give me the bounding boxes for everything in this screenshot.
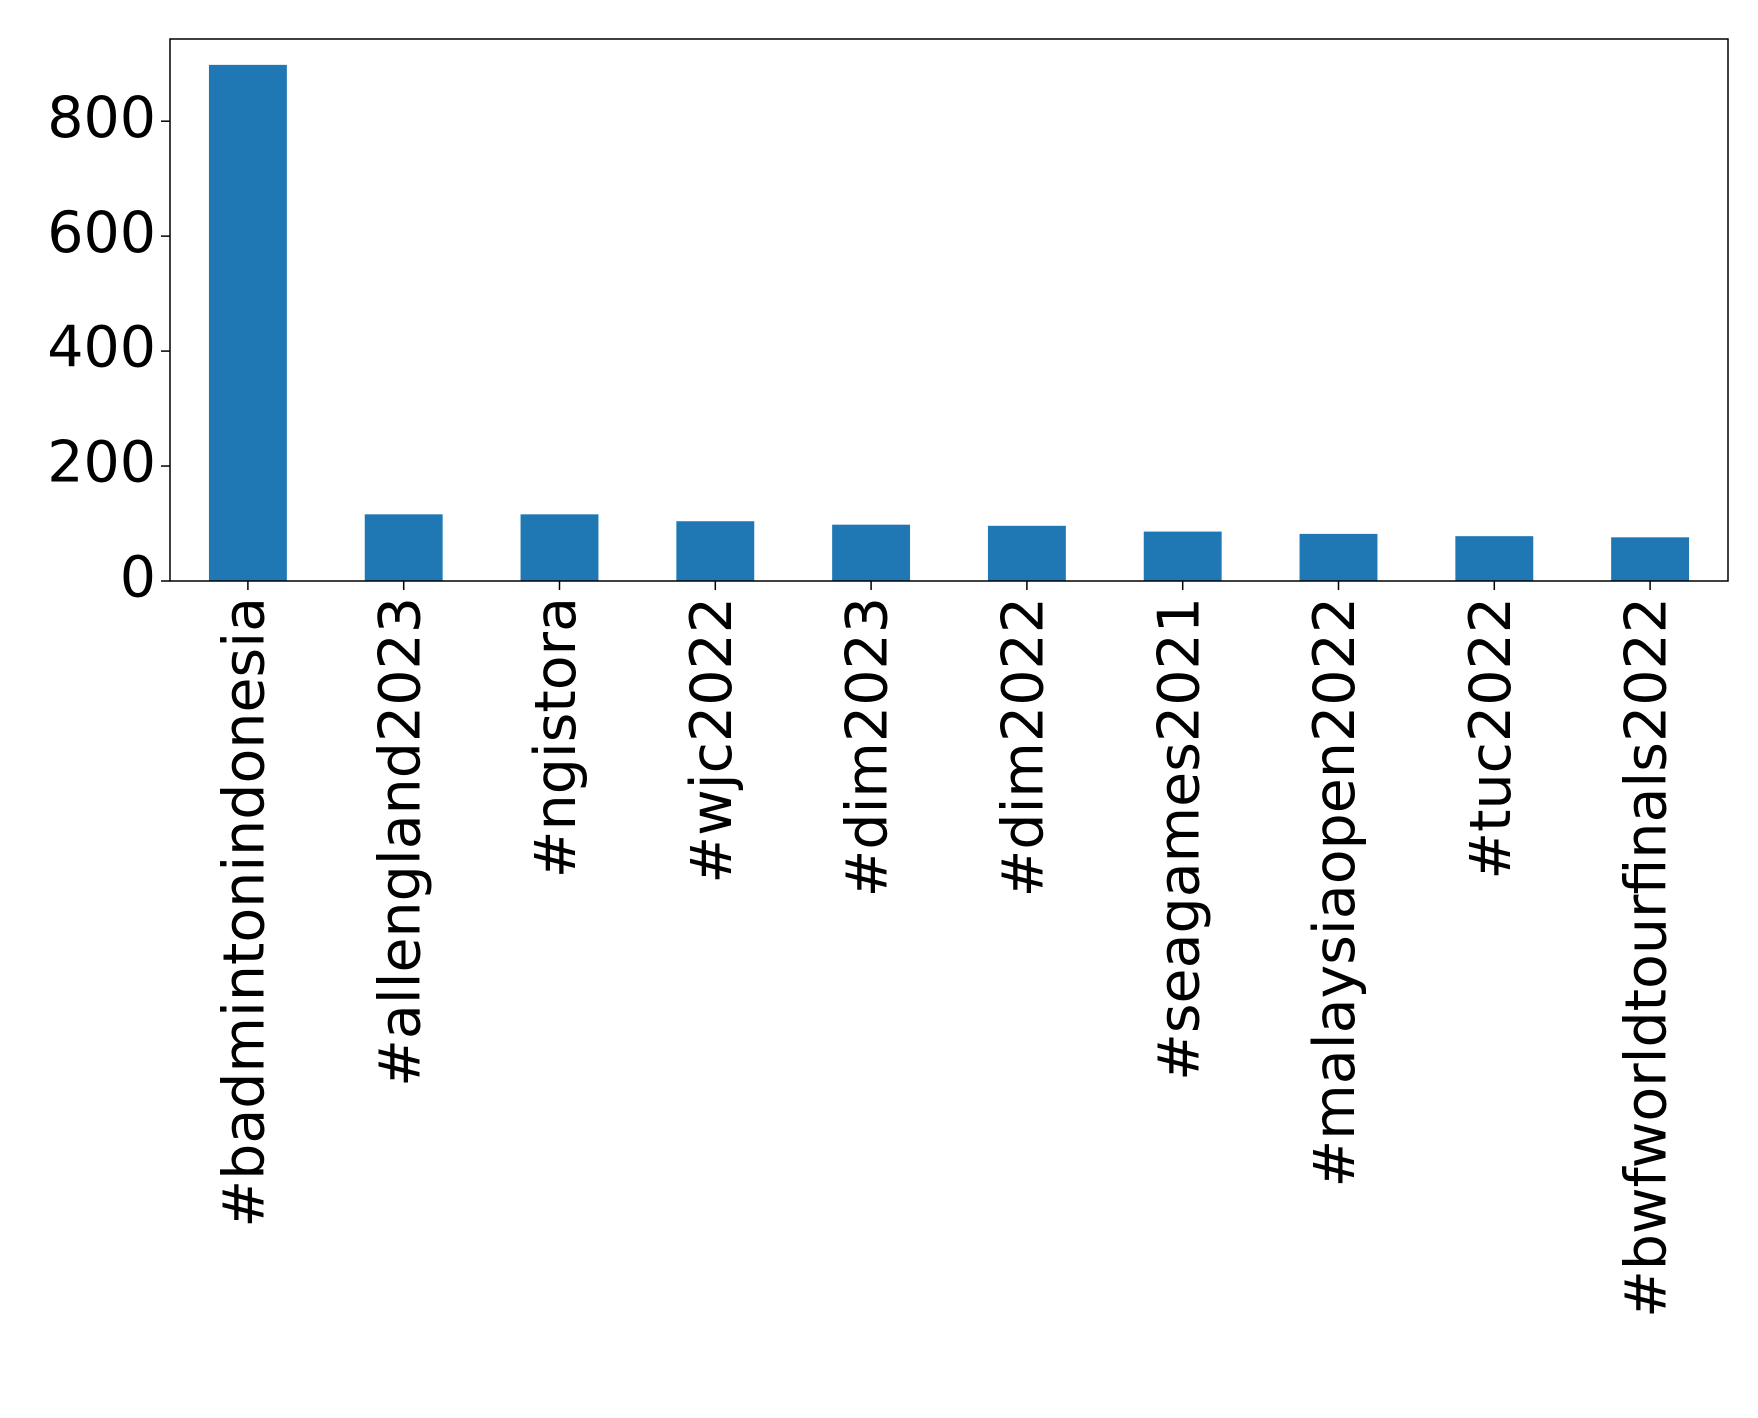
y-tick-label: 200 [47, 430, 156, 496]
bar [520, 514, 599, 581]
y-tick-label: 600 [47, 200, 156, 266]
bar [364, 514, 443, 581]
bar [1455, 536, 1534, 581]
x-tick-label: #ngistora [523, 597, 589, 878]
bar [1611, 537, 1690, 581]
x-tick-label: #wjc2022 [679, 597, 745, 884]
bar [987, 525, 1066, 581]
bar [1143, 531, 1222, 581]
bar [208, 64, 287, 582]
bar [676, 521, 755, 581]
x-tick-label: #seagames2021 [1146, 597, 1212, 1081]
bar [832, 524, 911, 581]
y-tick-label: 800 [47, 85, 156, 151]
bar [1299, 533, 1378, 581]
plot-frame [169, 38, 1729, 582]
y-tick-label: 0 [120, 545, 156, 611]
x-tick-label: #bwfworldtourfinals2022 [1614, 597, 1680, 1318]
x-tick-label: #tuc2022 [1458, 597, 1524, 880]
x-tick-label: #allengland2023 [367, 597, 433, 1087]
y-tick-label: 400 [47, 315, 156, 381]
x-tick-label: #malaysiaopen2022 [1302, 597, 1368, 1187]
x-tick-label: #dim2022 [991, 597, 1057, 897]
x-tick-label: #dim2023 [835, 597, 901, 897]
x-tick-label: #badmintonindonesia [212, 597, 278, 1228]
